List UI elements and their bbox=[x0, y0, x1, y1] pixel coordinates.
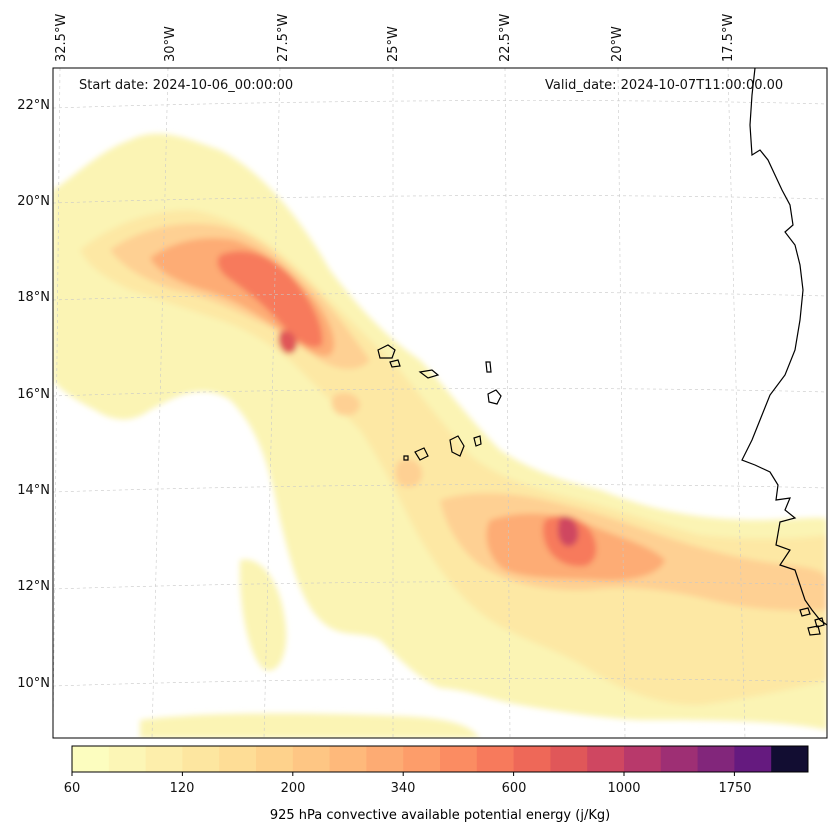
colorbar-tick-label: 60 bbox=[63, 781, 81, 796]
island-brava bbox=[403, 455, 409, 461]
island-fogo bbox=[414, 447, 429, 461]
colorbar bbox=[72, 746, 809, 772]
colorbar-tick-label: 120 bbox=[169, 781, 195, 796]
colorbar-swatch bbox=[734, 746, 772, 772]
colorbar-tick-label: 340 bbox=[390, 781, 416, 796]
island-santiago bbox=[449, 435, 465, 457]
lon-label: 30°W bbox=[163, 26, 178, 62]
colorbar-swatch bbox=[403, 746, 441, 772]
colorbar-title: 925 hPa convective available potential e… bbox=[269, 808, 611, 823]
valid-date-label: Valid_date: 2024-10-07T11:00:00.00 bbox=[545, 78, 784, 93]
lat-label: 10°N bbox=[17, 676, 50, 691]
cape-contour-level-5 bbox=[217, 251, 323, 348]
colorbar-tick-label: 600 bbox=[501, 781, 527, 796]
lon-label: 27.5°W bbox=[276, 13, 291, 62]
colorbar-swatch bbox=[329, 746, 367, 772]
start-date-label: Start date: 2024-10-06_00:00:00 bbox=[79, 78, 294, 93]
colorbar-ticks bbox=[71, 772, 735, 776]
colorbar-swatch bbox=[182, 746, 220, 772]
colorbar-swatch bbox=[660, 746, 699, 772]
lat-label: 12°N bbox=[17, 579, 50, 594]
cape-contour-level-1 bbox=[140, 713, 480, 738]
bijagos-islands bbox=[799, 607, 825, 636]
colorbar-swatch bbox=[366, 746, 404, 772]
africa-coastline bbox=[741, 68, 827, 626]
island-sao-nicolau bbox=[418, 369, 440, 379]
coastline bbox=[377, 68, 827, 636]
cape-contour-level-6 bbox=[278, 330, 297, 354]
map-frame bbox=[52, 67, 828, 739]
lon-label: 20°W bbox=[610, 26, 625, 62]
cape-contour-level-3 bbox=[331, 392, 360, 416]
colorbar-swatch bbox=[219, 746, 257, 772]
cape-field bbox=[53, 133, 827, 738]
cape-contour-level-1 bbox=[239, 559, 287, 671]
lat-label: 16°N bbox=[17, 387, 50, 402]
colorbar-swatch bbox=[697, 746, 735, 772]
gridlines bbox=[53, 68, 827, 738]
colorbar-frame bbox=[71, 745, 809, 773]
colorbar-tick-label: 1750 bbox=[718, 781, 752, 796]
colorbar-swatch bbox=[292, 746, 331, 772]
colorbar-swatch bbox=[256, 746, 294, 772]
lat-label: 22°N bbox=[17, 98, 50, 113]
colorbar-swatch bbox=[624, 746, 662, 772]
lon-label: 22.5°W bbox=[498, 13, 513, 62]
lat-label: 20°N bbox=[17, 194, 50, 209]
colorbar-swatch bbox=[513, 746, 551, 772]
island-santo-antao bbox=[377, 344, 396, 359]
colorbar-swatch bbox=[145, 746, 183, 772]
island-sal bbox=[485, 361, 492, 373]
colorbar-swatch bbox=[72, 746, 110, 772]
colorbar-tick-label: 200 bbox=[280, 781, 306, 796]
island-sao-vicente bbox=[389, 359, 401, 368]
colorbar-swatch bbox=[476, 746, 515, 772]
colorbar-swatch bbox=[550, 746, 588, 772]
colorbar-swatch bbox=[771, 746, 809, 772]
lon-label: 32.5°W bbox=[54, 13, 69, 62]
colorbar-swatch bbox=[108, 746, 147, 772]
cape-contour-level-3 bbox=[395, 459, 423, 488]
lon-label: 17.5°W bbox=[721, 13, 736, 62]
lat-label: 14°N bbox=[17, 483, 50, 498]
colorbar-swatch bbox=[587, 746, 625, 772]
cape-contour-level-6 bbox=[558, 516, 579, 547]
colorbar-swatch bbox=[440, 746, 478, 772]
colorbar-tick-label: 1000 bbox=[607, 781, 641, 796]
lat-label: 18°N bbox=[17, 290, 50, 305]
island-maio bbox=[473, 435, 482, 447]
island-boa-vista bbox=[487, 389, 502, 405]
lon-label: 25°W bbox=[386, 26, 401, 62]
